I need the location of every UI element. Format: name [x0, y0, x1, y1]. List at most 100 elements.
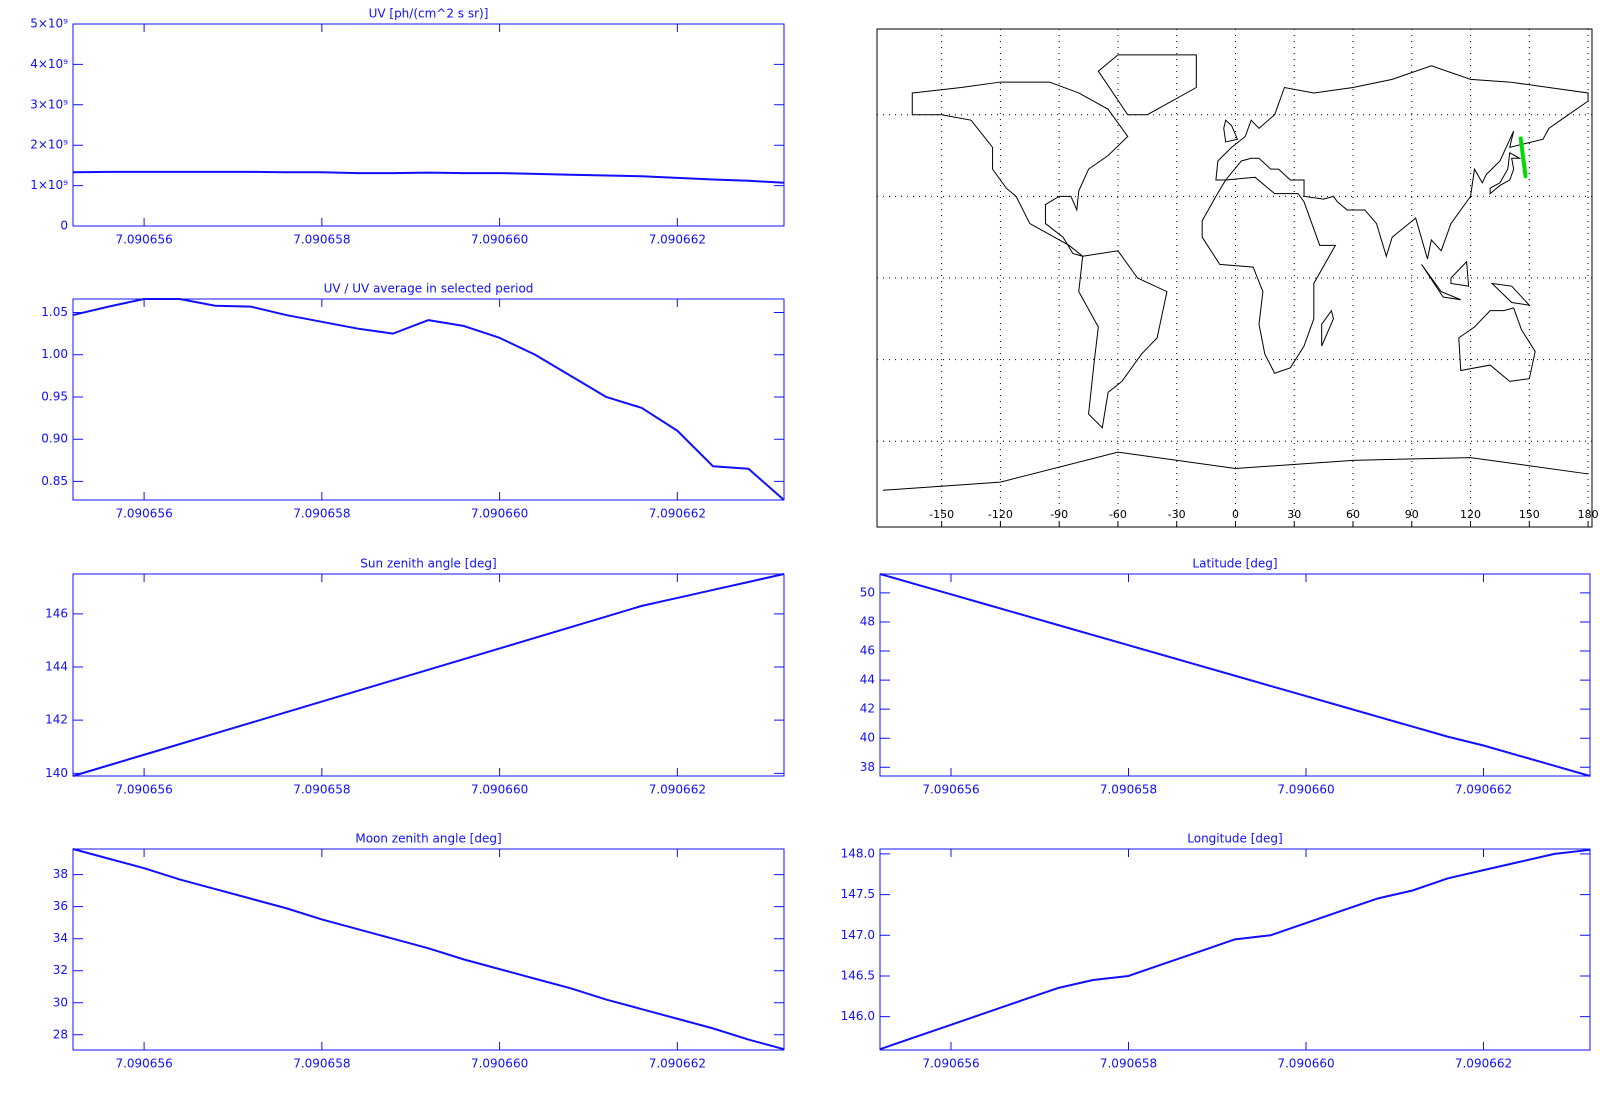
chart-title: Latitude [deg]: [1192, 557, 1277, 571]
y-tick-label: 34: [53, 931, 68, 945]
y-tick-label: 50: [860, 585, 875, 599]
x-tick-label: 7.090660: [471, 507, 528, 521]
y-tick-label: 148.0: [841, 846, 875, 860]
x-tick-label: 7.090656: [922, 783, 979, 797]
coastline: [1422, 264, 1461, 299]
map-tick-label: 0: [1232, 508, 1239, 521]
y-tick-label: 0.85: [41, 474, 68, 488]
y-tick-label: 42: [860, 702, 875, 716]
y-tick-label: 0.95: [41, 389, 68, 403]
x-tick-label: 7.090658: [1100, 1057, 1157, 1071]
map-frame: [876, 28, 1593, 528]
map-tick-label: -120: [988, 508, 1013, 521]
x-tick-label: 7.090660: [471, 783, 528, 797]
y-tick-label: 146.5: [841, 968, 875, 982]
x-tick-label: 7.090658: [293, 233, 350, 247]
y-tick-label: 44: [860, 673, 875, 687]
x-tick-label: 7.090662: [1455, 1057, 1512, 1071]
map-tick-label: -90: [1050, 508, 1068, 521]
chart-title: UV / UV average in selected period: [324, 282, 534, 296]
y-tick-label: 0.90: [41, 432, 68, 446]
y-tick-label: 1×10⁹: [30, 178, 68, 192]
map-tick-label: -60: [1109, 508, 1127, 521]
y-tick-label: 0: [60, 219, 68, 233]
y-tick-label: 142: [45, 713, 68, 727]
coastline: [1216, 66, 1588, 259]
coastline: [1492, 283, 1529, 305]
y-tick-label: 147.5: [841, 887, 875, 901]
map-tick-label: 180: [1578, 508, 1599, 521]
data-line: [879, 573, 1591, 777]
x-tick-label: 7.090662: [1455, 783, 1512, 797]
x-tick-label: 7.090660: [471, 233, 528, 247]
data-line: [72, 573, 785, 777]
x-tick-label: 7.090656: [115, 233, 172, 247]
x-tick-label: 7.090658: [293, 1057, 350, 1071]
coastline: [1490, 153, 1519, 194]
x-tick-label: 7.090662: [649, 783, 706, 797]
chart-title: Longitude [deg]: [1187, 832, 1282, 846]
y-tick-label: 40: [860, 731, 875, 745]
data-line: [72, 298, 785, 501]
coastline: [1322, 311, 1334, 346]
map-tick-label: -150: [929, 508, 954, 521]
x-tick-label: 7.090662: [649, 507, 706, 521]
map-tick-label: 90: [1405, 508, 1419, 521]
y-tick-label: 4×10⁹: [30, 57, 68, 71]
map-tick-label: 150: [1519, 508, 1540, 521]
x-tick-label: 7.090660: [1277, 1057, 1334, 1071]
y-tick-label: 46: [860, 644, 875, 658]
y-tick-label: 30: [53, 995, 68, 1009]
orbit-track: [1518, 136, 1528, 179]
y-tick-label: 1.05: [41, 305, 68, 319]
y-tick-label: 3×10⁹: [30, 97, 68, 111]
plot-frame: [72, 573, 785, 777]
y-tick-label: 48: [860, 614, 875, 628]
coastline: [1098, 55, 1196, 115]
coastline: [1202, 177, 1335, 373]
plot-frame: [879, 848, 1591, 1051]
y-tick-label: 36: [53, 899, 68, 913]
y-tick-label: 2×10⁹: [30, 138, 68, 152]
data-line: [879, 848, 1591, 1051]
map-tick-label: 60: [1346, 508, 1360, 521]
y-tick-label: 144: [45, 660, 68, 674]
coastline: [1224, 120, 1238, 142]
coastlines: [883, 55, 1588, 490]
chart-title: UV [ph/(cm^2 s sr)]: [369, 7, 489, 21]
map-tick-label: -30: [1168, 508, 1186, 521]
x-tick-label: 7.090656: [115, 507, 172, 521]
coastline: [1451, 262, 1469, 286]
y-tick-label: 28: [53, 1027, 68, 1041]
coastline: [912, 82, 1127, 256]
x-tick-label: 7.090658: [293, 507, 350, 521]
x-tick-label: 7.090656: [922, 1057, 979, 1071]
coastline: [1079, 251, 1167, 428]
plot-frame: [72, 23, 785, 227]
x-tick-label: 7.090658: [1100, 783, 1157, 797]
y-tick-label: 146.0: [841, 1009, 875, 1023]
y-tick-label: 1.00: [41, 347, 68, 361]
y-tick-label: 38: [53, 867, 68, 881]
x-tick-label: 7.090662: [649, 233, 706, 247]
x-tick-label: 7.090656: [115, 1057, 172, 1071]
data-line: [72, 848, 785, 1051]
map-tick-label: 30: [1287, 508, 1301, 521]
x-tick-label: 7.090660: [1277, 783, 1334, 797]
plot-frame: [879, 573, 1591, 777]
coastline: [1459, 308, 1535, 381]
y-tick-label: 38: [860, 760, 875, 774]
plot-frame: [72, 848, 785, 1051]
x-tick-label: 7.090656: [115, 783, 172, 797]
x-tick-label: 7.090662: [649, 1057, 706, 1071]
data-line: [72, 170, 785, 184]
y-tick-label: 5×10⁹: [30, 17, 68, 31]
y-tick-label: 147.0: [841, 928, 875, 942]
x-tick-label: 7.090660: [471, 1057, 528, 1071]
chart-title: Moon zenith angle [deg]: [355, 832, 501, 846]
y-tick-label: 146: [45, 606, 68, 620]
y-tick-label: 140: [45, 766, 68, 780]
map-tick-label: 120: [1460, 508, 1481, 521]
plot-frame: [72, 298, 785, 501]
